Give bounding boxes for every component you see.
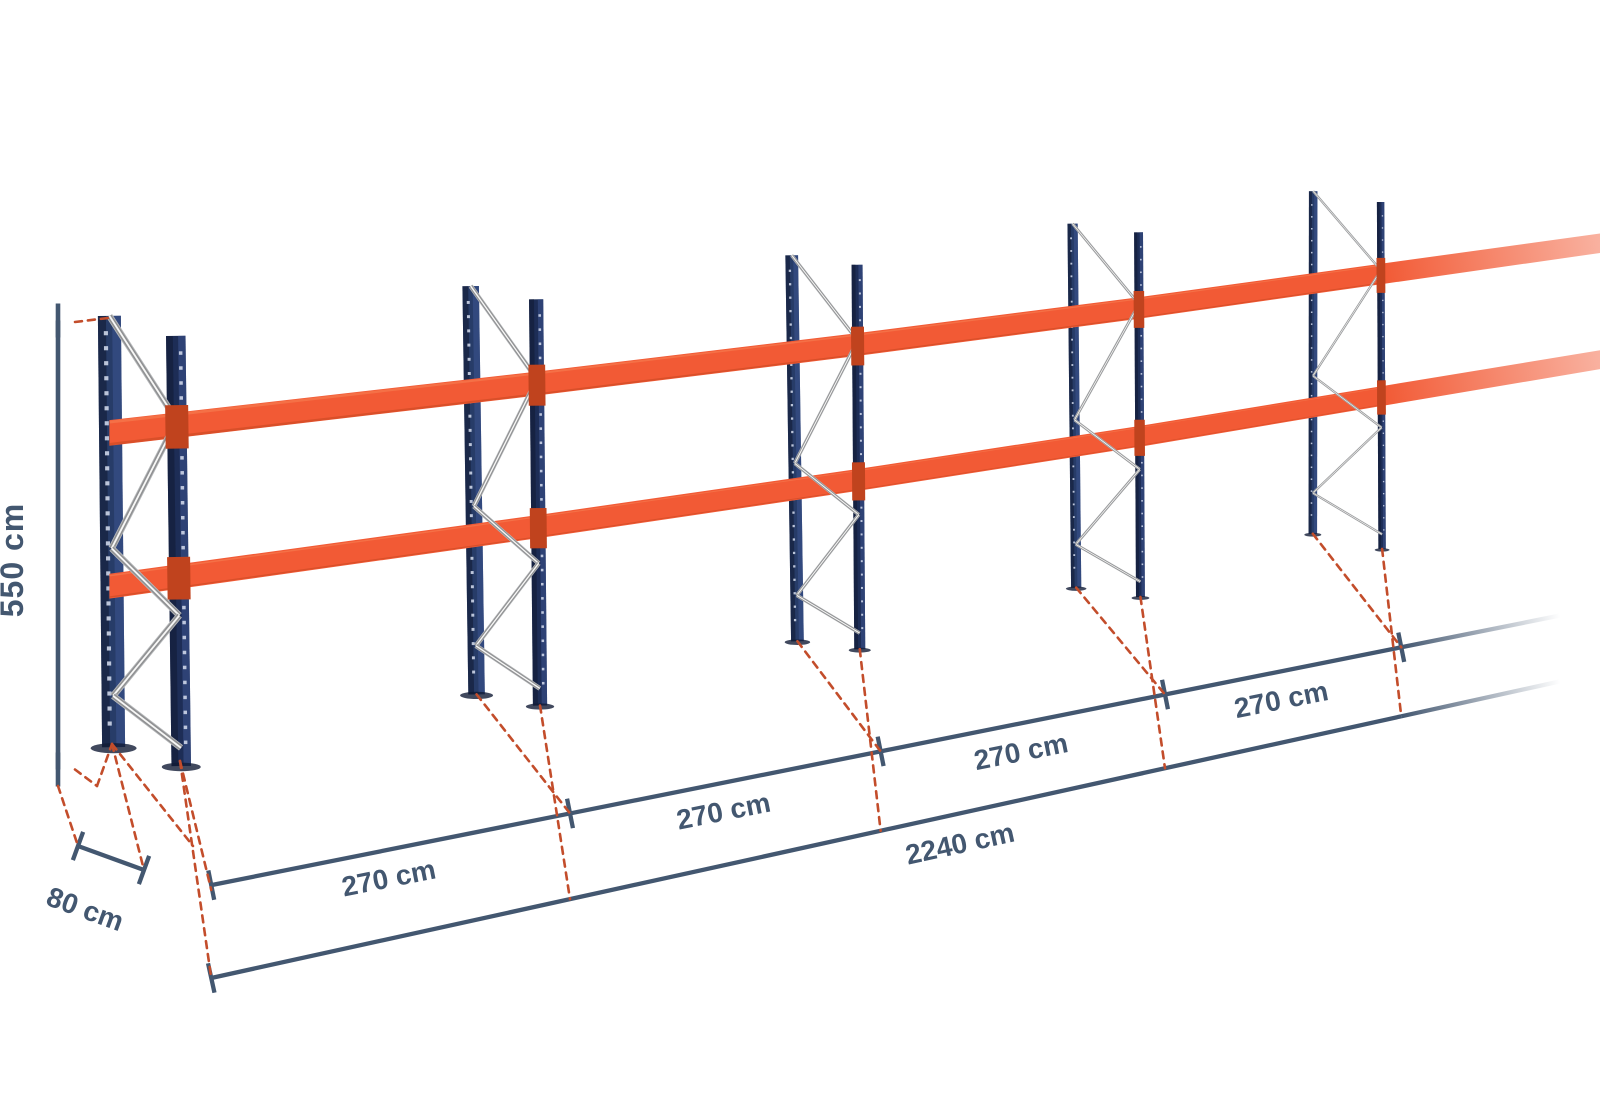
svg-text:550 cm: 550 cm <box>0 503 30 618</box>
